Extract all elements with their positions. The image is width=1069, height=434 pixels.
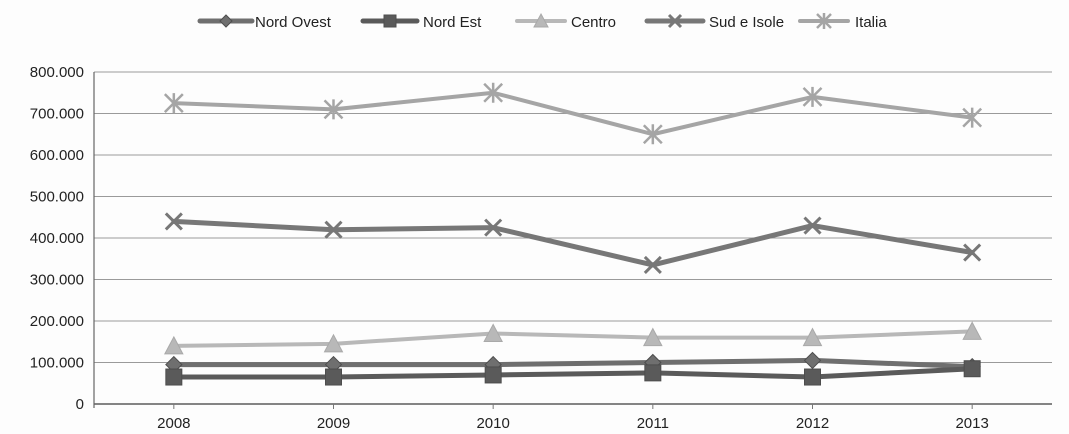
data-point-nord-ovest-2012 xyxy=(803,351,822,370)
series-markers xyxy=(163,82,983,386)
series-line-centro xyxy=(171,329,975,348)
y-tick-label: 0 xyxy=(76,396,84,413)
y-tick-label: 600.000 xyxy=(30,147,84,164)
data-point-centro-2011 xyxy=(643,327,663,347)
data-point-italia-2013 xyxy=(962,107,983,128)
legend-label: Nord Ovest xyxy=(255,14,332,31)
legend-marker-centro xyxy=(533,12,549,28)
data-point-sud-e-isole-2013 xyxy=(963,243,982,262)
legend-item-centro: Centro xyxy=(515,12,616,31)
legend-marker-sud-e-isole xyxy=(667,13,683,29)
legend-marker-italia xyxy=(816,13,832,29)
legend-label: Centro xyxy=(571,14,616,31)
y-tick-label: 100.000 xyxy=(30,355,84,372)
series-line-nord-est xyxy=(171,366,975,380)
legend-item-italia: Italia xyxy=(798,13,887,31)
legend-marker-nord-ovest xyxy=(219,14,233,28)
gridlines xyxy=(94,71,1052,405)
x-tick-label: 2012 xyxy=(796,415,829,432)
series-line-sud-e-isole xyxy=(171,218,975,268)
data-point-italia-2011 xyxy=(642,124,663,145)
legend-item-sud-e-isole: Sud e Isole xyxy=(644,13,784,31)
y-tick-label: 400.000 xyxy=(30,230,84,247)
data-point-italia-2009 xyxy=(323,99,344,120)
y-tick-label: 700.000 xyxy=(30,106,84,123)
legend-label: Nord Est xyxy=(423,14,482,31)
data-point-sud-e-isole-2010 xyxy=(484,218,503,237)
data-point-centro-2009 xyxy=(323,333,344,353)
axes: 0 100.000 200.000 300.000 400.000 500.000 600.… xyxy=(30,64,1052,432)
x-tick-label: 2009 xyxy=(317,415,350,432)
data-point-sud-e-isole-2009 xyxy=(324,220,343,239)
data-point-centro-2013 xyxy=(962,321,982,340)
data-point-sud-e-isole-2012 xyxy=(803,216,822,235)
y-tick-label: 800.000 xyxy=(30,64,84,81)
legend-label: Italia xyxy=(855,14,887,31)
y-tick-label: 500.000 xyxy=(30,189,84,206)
y-tick-label: 200.000 xyxy=(30,313,84,330)
data-point-nord-est-2013 xyxy=(963,360,981,378)
x-tick-label: 2011 xyxy=(637,415,669,432)
data-point-italia-2008 xyxy=(163,93,184,114)
data-point-centro-2010 xyxy=(483,323,503,342)
data-point-nord-est-2011 xyxy=(644,364,662,382)
series-lines xyxy=(171,90,975,380)
data-point-italia-2010 xyxy=(483,82,504,103)
data-point-sud-e-isole-2008 xyxy=(164,212,183,231)
data-point-nord-est-2012 xyxy=(804,368,821,386)
legend-item-nord-est: Nord Est xyxy=(360,14,482,31)
data-point-nord-est-2008 xyxy=(165,368,183,386)
legend: Nord Ovest Nord Est Centro Sud e Isole Itali… xyxy=(197,12,887,31)
legend-marker-nord-est xyxy=(383,14,397,28)
data-point-centro-2008 xyxy=(164,335,184,355)
data-point-italia-2012 xyxy=(802,86,823,107)
y-tick-label: 300.000 xyxy=(30,272,84,289)
data-point-centro-2012 xyxy=(802,327,823,347)
legend-item-nord-ovest: Nord Ovest xyxy=(197,14,332,31)
data-point-sud-e-isole-2011 xyxy=(643,255,662,275)
x-tick-label: 2008 xyxy=(157,415,190,432)
data-point-nord-est-2009 xyxy=(325,368,342,386)
series-line-nord-ovest xyxy=(171,357,975,370)
x-tick-label: 2013 xyxy=(955,415,988,432)
data-point-nord-est-2010 xyxy=(484,366,502,384)
legend-label: Sud e Isole xyxy=(709,14,784,31)
x-tick-label: 2010 xyxy=(476,415,509,432)
series-line-italia xyxy=(171,90,975,137)
